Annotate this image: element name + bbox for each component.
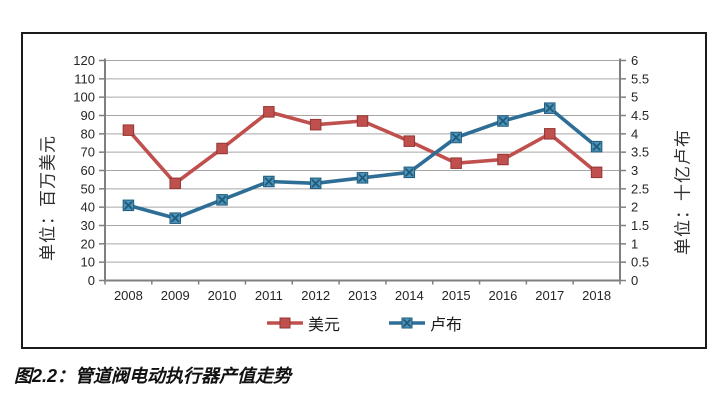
left-axis-tick-label: 0 bbox=[88, 273, 95, 288]
美元-marker bbox=[216, 142, 228, 155]
美元-marker bbox=[544, 128, 556, 140]
right-axis-tick-label: 3 bbox=[631, 163, 638, 178]
legend-label-ruble: 卢布 bbox=[430, 317, 463, 334]
marker-x-stroke bbox=[358, 173, 367, 183]
left-axis-tick-label: 50 bbox=[81, 181, 95, 196]
marker-x-stroke bbox=[402, 318, 412, 328]
marker-x-stroke bbox=[545, 103, 555, 113]
marker-x-stroke bbox=[498, 116, 508, 126]
x-axis-category-label: 2009 bbox=[161, 288, 190, 303]
left-axis-tick-label: 80 bbox=[81, 126, 95, 141]
x-axis-category-label: 2016 bbox=[488, 288, 517, 303]
x-axis-category-label: 2018 bbox=[582, 288, 611, 303]
marker-x-stroke bbox=[170, 213, 180, 223]
marker-x-stroke bbox=[217, 195, 227, 205]
美元-marker bbox=[356, 115, 369, 127]
marker-x-stroke bbox=[404, 167, 414, 177]
right-axis-tick-label: 3.5 bbox=[631, 145, 649, 160]
美元-marker bbox=[309, 118, 322, 131]
chart-border bbox=[21, 32, 707, 349]
right-axis-tick-label: 2.5 bbox=[631, 181, 649, 196]
right-axis-tick-label: 4.5 bbox=[631, 108, 649, 123]
legend: 美元 卢布 bbox=[22, 311, 706, 335]
marker-x-stroke bbox=[311, 178, 321, 188]
usd-series-swatch-icon bbox=[266, 317, 303, 329]
x-axis-category-label: 2010 bbox=[208, 288, 237, 303]
marker-x-stroke bbox=[451, 133, 461, 142]
ruble-series-swatch-icon bbox=[389, 317, 425, 329]
x-axis-category-label: 2013 bbox=[348, 288, 377, 303]
美元-marker bbox=[590, 166, 603, 179]
right-axis-tick-label: 0 bbox=[631, 273, 638, 288]
right-axis-tick-label: 1 bbox=[631, 236, 638, 251]
x-axis-category-label: 2011 bbox=[255, 288, 283, 303]
美元-marker bbox=[497, 153, 509, 166]
美元-marker bbox=[122, 124, 135, 136]
right-axis-tick-label: 1.5 bbox=[631, 218, 649, 233]
x-axis-category-label: 2014 bbox=[395, 288, 424, 303]
left-axis-tick-label: 60 bbox=[81, 163, 95, 178]
left-axis-tick-label: 110 bbox=[74, 71, 95, 86]
right-axis-tick-label: 4 bbox=[631, 126, 638, 141]
right-axis-title: 单位：十亿卢布 bbox=[673, 129, 693, 255]
left-axis-tick-label: 70 bbox=[81, 145, 95, 160]
right-axis-tick-label: 0.5 bbox=[631, 255, 649, 270]
legend-item-usd: 美元 bbox=[266, 311, 340, 335]
x-axis-category-label: 2008 bbox=[114, 288, 143, 303]
x-axis-category-label: 2012 bbox=[301, 288, 330, 303]
美元-marker bbox=[403, 135, 416, 147]
right-axis-tick-label: 2 bbox=[631, 200, 638, 215]
left-axis-tick-label: 100 bbox=[73, 90, 95, 105]
美元-marker bbox=[450, 157, 462, 169]
x-axis-category-label: 2015 bbox=[442, 288, 471, 303]
美元-marker bbox=[279, 317, 291, 329]
marker-x-stroke bbox=[264, 177, 274, 186]
legend-item-ruble: 卢布 bbox=[388, 311, 462, 335]
legend-label-usd: 美元 bbox=[307, 317, 340, 334]
marker-x-stroke bbox=[592, 142, 601, 152]
right-axis-tick-label: 5 bbox=[631, 90, 638, 105]
left-axis-tick-label: 20 bbox=[81, 236, 95, 251]
left-axis-tick-label: 120 bbox=[73, 53, 95, 68]
left-axis-tick-label: 90 bbox=[81, 108, 95, 123]
figure-caption: 图2.2：管道阀电动执行器产值走势 bbox=[14, 366, 292, 386]
x-axis-category-label: 2017 bbox=[535, 288, 564, 303]
left-axis-tick-label: 10 bbox=[81, 255, 95, 270]
right-axis-tick-label: 6 bbox=[631, 53, 638, 68]
left-axis-tick-label: 30 bbox=[81, 218, 95, 233]
美元-marker bbox=[169, 177, 181, 190]
marker-x-stroke bbox=[124, 200, 133, 210]
right-axis-tick-label: 5.5 bbox=[631, 71, 649, 86]
美元-marker bbox=[263, 106, 275, 118]
left-axis-title: 单位：百万美元 bbox=[38, 135, 58, 261]
left-axis-tick-label: 40 bbox=[81, 200, 95, 215]
